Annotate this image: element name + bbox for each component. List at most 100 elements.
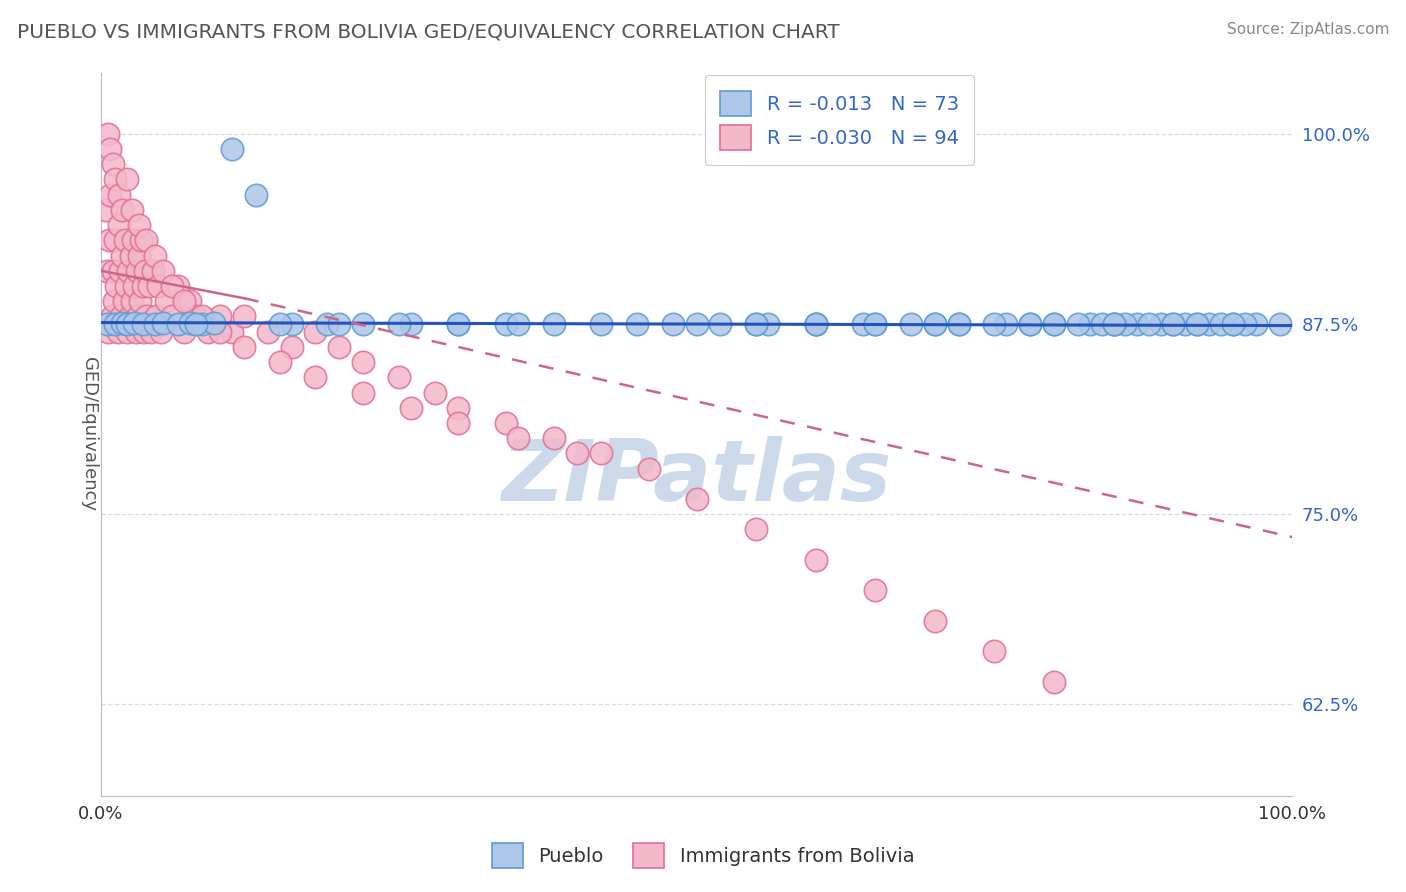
Point xyxy=(447,401,470,415)
Point xyxy=(100,142,122,156)
Point xyxy=(232,340,254,354)
Point xyxy=(269,317,291,331)
Point xyxy=(129,294,152,309)
Point xyxy=(865,317,887,331)
Point xyxy=(685,491,707,506)
Point xyxy=(1102,317,1125,331)
Point xyxy=(173,325,195,339)
Point xyxy=(745,523,768,537)
Point xyxy=(202,316,225,330)
Point xyxy=(1185,317,1208,331)
Point xyxy=(1114,317,1136,331)
Point xyxy=(865,317,887,331)
Point xyxy=(269,355,291,369)
Point xyxy=(97,325,120,339)
Point xyxy=(179,316,201,330)
Point xyxy=(104,233,127,247)
Point xyxy=(94,202,117,217)
Point xyxy=(924,317,946,331)
Point xyxy=(399,401,422,415)
Point xyxy=(162,310,184,324)
Point xyxy=(1019,317,1042,331)
Point xyxy=(98,233,121,247)
Point xyxy=(352,317,374,331)
Point xyxy=(155,294,177,309)
Point xyxy=(543,431,565,445)
Point xyxy=(97,127,120,141)
Point xyxy=(186,310,208,324)
Point xyxy=(122,233,145,247)
Point xyxy=(131,279,153,293)
Point xyxy=(804,553,827,567)
Point xyxy=(197,325,219,339)
Point xyxy=(191,310,214,324)
Point xyxy=(110,310,132,324)
Point xyxy=(388,370,411,384)
Point xyxy=(388,317,411,331)
Point xyxy=(139,325,162,339)
Point xyxy=(132,325,155,339)
Point xyxy=(124,325,146,339)
Point xyxy=(948,317,970,331)
Point xyxy=(232,310,254,324)
Point xyxy=(108,187,131,202)
Point xyxy=(626,317,648,331)
Point xyxy=(173,294,195,309)
Point xyxy=(104,317,127,331)
Point xyxy=(352,355,374,369)
Text: PUEBLO VS IMMIGRANTS FROM BOLIVIA GED/EQUIVALENCY CORRELATION CHART: PUEBLO VS IMMIGRANTS FROM BOLIVIA GED/EQ… xyxy=(17,22,839,41)
Point xyxy=(124,279,146,293)
Point xyxy=(131,317,153,331)
Text: Source: ZipAtlas.com: Source: ZipAtlas.com xyxy=(1226,22,1389,37)
Point xyxy=(221,325,243,339)
Point xyxy=(128,218,150,232)
Point xyxy=(638,461,661,475)
Point xyxy=(152,316,174,330)
Point xyxy=(852,317,875,331)
Point xyxy=(447,317,470,331)
Point xyxy=(221,142,243,156)
Point xyxy=(167,279,190,293)
Point xyxy=(131,233,153,247)
Point xyxy=(865,583,887,598)
Point xyxy=(447,317,470,331)
Point xyxy=(115,317,138,331)
Point xyxy=(591,317,613,331)
Point xyxy=(111,316,134,330)
Point xyxy=(1043,317,1066,331)
Point xyxy=(1067,317,1090,331)
Point xyxy=(745,317,768,331)
Point xyxy=(1209,317,1232,331)
Point xyxy=(186,317,208,331)
Point xyxy=(134,264,156,278)
Point xyxy=(96,264,118,278)
Point xyxy=(1078,317,1101,331)
Point xyxy=(101,264,124,278)
Point xyxy=(804,317,827,331)
Point xyxy=(423,385,446,400)
Point xyxy=(121,202,143,217)
Point xyxy=(111,249,134,263)
Point xyxy=(685,317,707,331)
Point xyxy=(543,317,565,331)
Point xyxy=(112,294,135,309)
Point xyxy=(107,325,129,339)
Point xyxy=(191,317,214,331)
Point xyxy=(983,317,1005,331)
Point xyxy=(661,317,683,331)
Point xyxy=(115,279,138,293)
Point xyxy=(1102,317,1125,331)
Point xyxy=(118,310,141,324)
Point xyxy=(316,317,339,331)
Legend: Pueblo, Immigrants from Bolivia: Pueblo, Immigrants from Bolivia xyxy=(482,833,924,878)
Point xyxy=(115,325,138,339)
Point xyxy=(804,317,827,331)
Point xyxy=(143,317,166,331)
Point xyxy=(96,317,118,331)
Point xyxy=(125,264,148,278)
Point xyxy=(111,202,134,217)
Point xyxy=(352,385,374,400)
Point xyxy=(709,317,731,331)
Point xyxy=(103,294,125,309)
Point xyxy=(124,316,146,330)
